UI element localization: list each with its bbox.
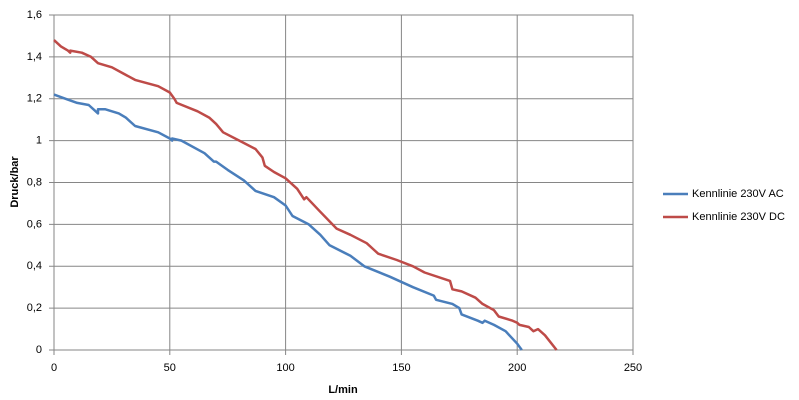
x-tick-label: 50 <box>164 362 176 374</box>
y-tick-label: 0 <box>36 344 42 356</box>
y-tick-label: 0,2 <box>27 302 42 314</box>
plot-border <box>53 14 634 351</box>
legend-label: Kennlinie 230V AC <box>692 188 784 200</box>
x-tick-label: 250 <box>624 362 642 374</box>
x-tick-label: 0 <box>51 362 57 374</box>
y-tick-label: 1,2 <box>27 93 42 105</box>
y-tick-label: 0,8 <box>27 176 42 188</box>
x-tick-label: 100 <box>276 362 294 374</box>
x-axis-title: L/min <box>328 384 358 396</box>
y-tick-label: 0,6 <box>27 218 42 230</box>
x-tick-label: 150 <box>392 362 410 374</box>
y-tick-label: 1,4 <box>27 51 42 63</box>
y-tick-label: 1 <box>36 135 42 147</box>
y-tick-label: 0,4 <box>27 260 42 272</box>
y-tick-label: 1,6 <box>27 9 42 21</box>
x-tick-label: 200 <box>508 362 526 374</box>
series-line <box>53 93 523 351</box>
series-line <box>53 39 558 351</box>
y-axis-title: Druck/bar <box>9 156 21 208</box>
legend-label: Kennlinie 230V DC <box>692 211 785 223</box>
